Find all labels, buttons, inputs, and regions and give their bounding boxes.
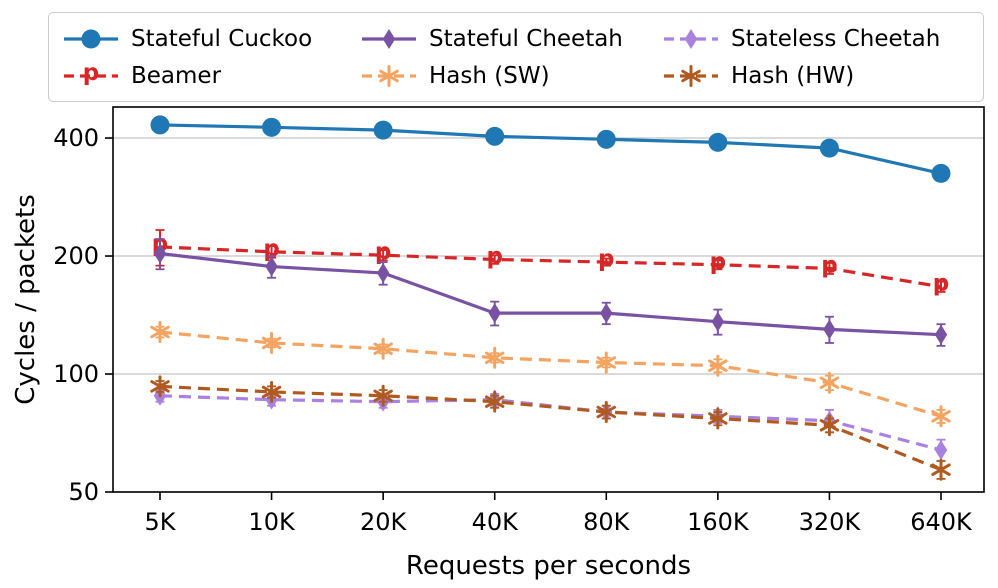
x-tick-label: 160K: [687, 508, 750, 536]
x-tick-label: 320K: [799, 508, 862, 536]
legend-key-hash-hw: [664, 64, 718, 87]
y-axis-label: Cycles / packets: [11, 194, 41, 405]
x-tick-label: 40K: [472, 508, 520, 536]
legend-key-hash-sw: [362, 64, 416, 87]
series-stateful-cheetah: [153, 238, 948, 347]
y-tick-label: 50: [68, 478, 99, 506]
legend-item-stateful-cheetah: Stateful Cheetah: [359, 20, 661, 57]
x-tick-label: 10K: [248, 508, 296, 536]
svg-text:p: p: [83, 62, 99, 86]
legend-item-hash-hw: Hash (HW): [661, 57, 971, 94]
legend-key-stateful-cuckoo: [64, 29, 118, 48]
legend-key-stateless-cheetah: [664, 28, 718, 49]
series-hash-hw: [150, 375, 951, 481]
x-tick-label: 640K: [910, 508, 973, 536]
legend-item-stateless-cheetah: Stateless Cheetah: [661, 20, 971, 57]
x-tick-label: 80K: [583, 508, 631, 536]
svg-text:p: p: [486, 243, 502, 269]
series-beamer: pppppppp: [152, 229, 949, 297]
x-axis-label: Requests per seconds: [406, 551, 691, 581]
series-hash-sw: [150, 320, 951, 428]
legend-item-hash-sw: Hash (SW): [359, 57, 661, 94]
y-tick-label: 400: [53, 124, 99, 152]
legend-label-stateful-cuckoo: Stateful Cuckoo: [131, 25, 313, 52]
legend-key-beamer: p: [64, 62, 118, 86]
legend-label-stateless-cheetah: Stateless Cheetah: [731, 25, 941, 52]
y-tick-label: 200: [53, 242, 99, 270]
axis-ticks: [105, 137, 942, 500]
legend-label-hash-sw: Hash (SW): [429, 62, 550, 89]
svg-text:p: p: [375, 239, 391, 265]
svg-text:p: p: [710, 249, 726, 275]
svg-text:p: p: [933, 271, 949, 297]
legend-item-stateful-cuckoo: Stateful Cuckoo: [61, 20, 359, 57]
y-tick-label: 100: [53, 360, 99, 388]
x-tick-label: 20K: [360, 508, 408, 536]
chart-legend: Stateful Cuckoo p Beamer Stateful Cheeta…: [48, 12, 984, 102]
x-tick-label: 5K: [144, 508, 176, 536]
legend-label-beamer: Beamer: [131, 62, 222, 89]
series-stateful-cuckoo: [150, 115, 951, 183]
svg-text:p: p: [598, 246, 614, 272]
legend-label-stateful-cheetah: Stateful Cheetah: [429, 25, 623, 52]
svg-text:p: p: [821, 252, 837, 278]
legend-label-hash-hw: Hash (HW): [731, 62, 855, 89]
plot-frame: [112, 106, 985, 493]
y-gridlines: [113, 137, 984, 493]
legend-item-beamer: p Beamer: [61, 57, 359, 94]
legend-key-stateful-cheetah: [362, 28, 416, 49]
